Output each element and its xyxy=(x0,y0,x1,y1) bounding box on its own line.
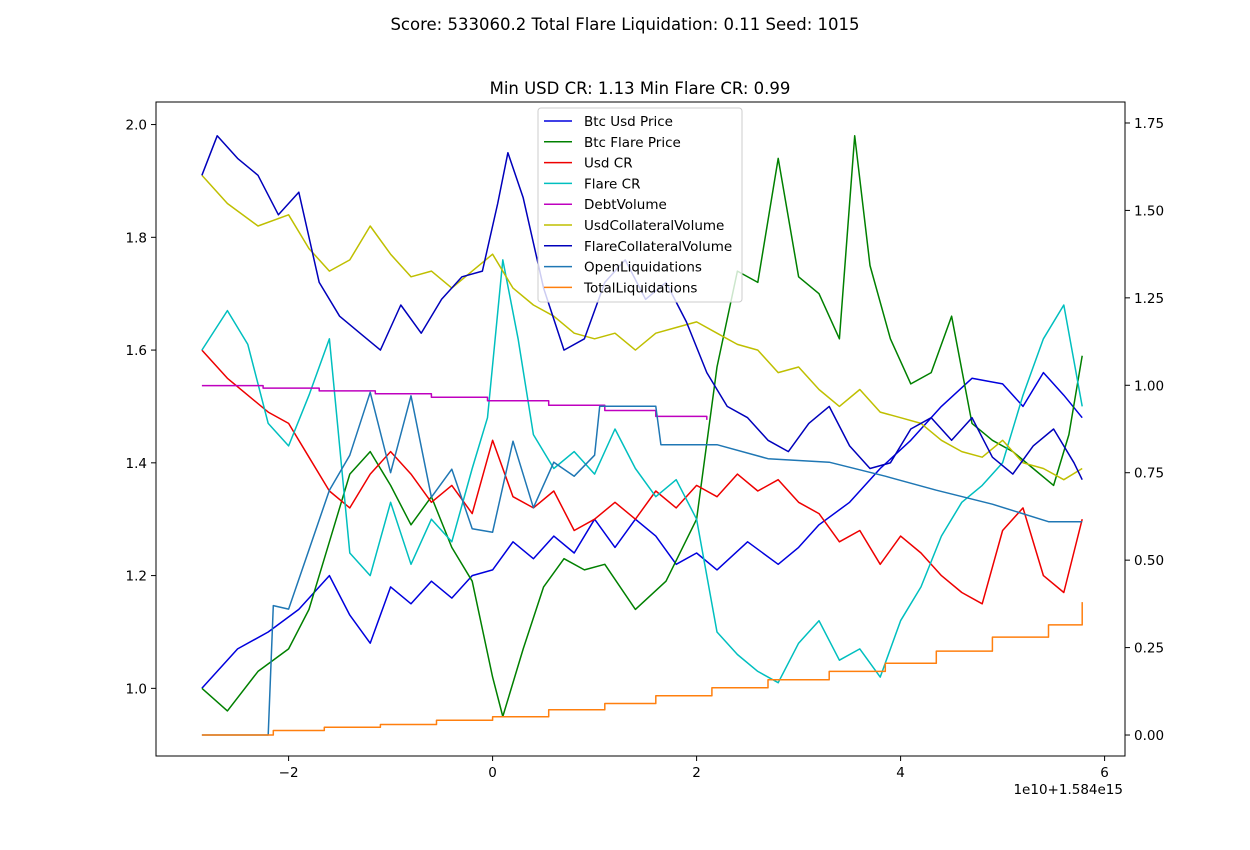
y-left-tick-label: 1.0 xyxy=(126,681,147,697)
legend-label-debtvolume: DebtVolume xyxy=(584,197,667,213)
x-tick-label: 6 xyxy=(1100,765,1109,781)
y-left-tick-label: 1.2 xyxy=(126,569,147,585)
legend-box xyxy=(537,107,743,303)
y-right-tick-label: 1.75 xyxy=(1134,116,1164,132)
plot-frame xyxy=(155,101,1126,757)
x-axis: −2 0 2 4 6 xyxy=(279,756,1109,781)
y-axis-left: 1.0 1.2 1.4 1.6 1.8 2.0 xyxy=(126,118,156,697)
y-left-tick-label: 1.4 xyxy=(126,456,147,472)
x-tick-label: 4 xyxy=(896,765,905,781)
y-left-tick-label: 1.6 xyxy=(126,343,147,359)
series-layer xyxy=(201,135,1083,736)
legend-label-usdcollateralvolume: UsdCollateralVolume xyxy=(584,218,724,234)
series-line-flare-cr xyxy=(201,259,1083,684)
y-right-tick-label: 0.50 xyxy=(1134,553,1164,569)
chart-title: Min USD CR: 1.13 Min Flare CR: 0.99 xyxy=(490,79,791,98)
figure-suptitle: Score: 533060.2 Total Flare Liquidation:… xyxy=(390,15,859,34)
y-right-tick-label: 1.25 xyxy=(1134,291,1164,307)
series-line-usdcollateralvolume xyxy=(201,174,1083,481)
x-tick-label: 2 xyxy=(692,765,701,781)
legend-label-btc-usd-price: Btc Usd Price xyxy=(584,114,673,130)
x-tick-label: 0 xyxy=(488,765,497,781)
legend-label-flare-cr: Flare CR xyxy=(584,176,640,192)
legend-label-btc-flare-price: Btc Flare Price xyxy=(584,135,681,151)
legend-label-flarecollateralvolume: FlareCollateralVolume xyxy=(584,239,732,255)
series-line-btc-usd-price xyxy=(201,371,1083,689)
y-right-tick-label: 0.25 xyxy=(1134,641,1164,657)
y-right-tick-label: 1.00 xyxy=(1134,378,1164,394)
y-left-tick-label: 2.0 xyxy=(126,118,147,134)
y-right-tick-label: 0.00 xyxy=(1134,728,1164,744)
series-line-openliquidations xyxy=(201,391,1083,736)
legend-label-openliquidations: OpenLiquidations xyxy=(584,260,702,276)
y-right-tick-label: 0.75 xyxy=(1134,466,1164,482)
x-offset-label: 1e10+1.584e15 xyxy=(1013,782,1123,798)
x-tick-label: −2 xyxy=(279,765,299,781)
series-line-usd-cr xyxy=(201,349,1083,605)
y-right-tick-label: 1.50 xyxy=(1134,203,1164,219)
y-axis-right: 0.00 0.25 0.50 0.75 1.00 1.25 1.50 1.75 xyxy=(1125,116,1164,744)
series-line-btc-flare-price xyxy=(201,135,1083,718)
y-left-tick-label: 1.8 xyxy=(126,230,147,246)
legend-label-totalliquidations: TotalLiquidations xyxy=(583,280,697,296)
legend: Btc Usd Price Btc Flare Price Usd CR Flare … xyxy=(537,107,743,303)
series-line-totalliquidations xyxy=(201,602,1083,736)
legend-label-usd-cr: Usd CR xyxy=(584,156,633,172)
